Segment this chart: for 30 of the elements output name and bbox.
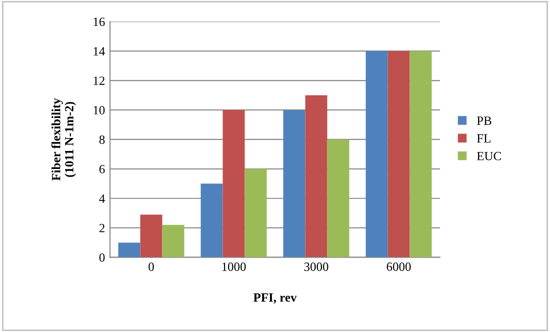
bar xyxy=(222,110,245,258)
x-tick-label: 1000 xyxy=(222,262,246,271)
bar xyxy=(162,224,184,258)
y-tick-label: 8 xyxy=(99,135,105,144)
x-axis-title: PFI, rev xyxy=(253,293,297,304)
bar xyxy=(366,51,388,258)
y-tick-label: 0 xyxy=(99,253,105,262)
legend-label: EUC xyxy=(476,152,501,160)
y-tick-label: 6 xyxy=(99,164,105,174)
bar xyxy=(305,95,328,258)
y-tick-label: 10 xyxy=(94,106,105,114)
bar xyxy=(200,184,223,258)
bar xyxy=(388,51,410,258)
y-tick-label: 12 xyxy=(94,76,104,85)
bar xyxy=(283,110,306,258)
legend-label: FL xyxy=(476,134,490,142)
x-tick-label: 0 xyxy=(148,262,154,271)
y-axis-title: Fiber flexibility (1011 N-1m-2) xyxy=(51,98,76,181)
y-tick-label: 14 xyxy=(94,47,105,56)
bar xyxy=(327,139,350,258)
bar xyxy=(410,51,432,258)
legend-label: PB xyxy=(476,116,492,125)
bar xyxy=(118,242,140,258)
bar xyxy=(140,214,162,258)
y-tick-label: 2 xyxy=(99,224,104,232)
y-tick-label: 16 xyxy=(94,18,105,26)
bar xyxy=(244,168,267,258)
y-tick-label: 4 xyxy=(99,194,105,203)
x-tick-label: 6000 xyxy=(386,262,411,271)
x-tick-label: 3000 xyxy=(304,262,328,271)
